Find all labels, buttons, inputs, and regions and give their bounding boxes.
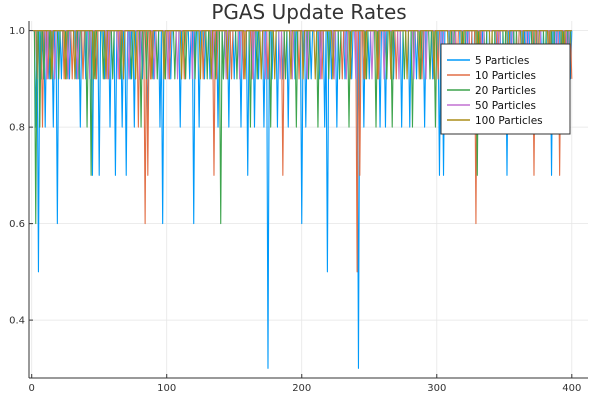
legend-label: 20 Particles [475, 85, 536, 97]
y-tick-label: 0.4 [9, 316, 25, 327]
series-line-5 [33, 30, 572, 80]
y-tick-label: 0.6 [9, 219, 25, 230]
legend-label: 5 Particles [475, 55, 529, 67]
x-tick-label: 400 [562, 383, 581, 394]
chart-title: PGAS Update Rates [211, 0, 406, 24]
x-tick-label: 0 [29, 383, 35, 394]
legend-label: 50 Particles [475, 100, 536, 112]
legend: 5 Particles 10 Particles 20 Particles 50 Pa… [440, 43, 571, 135]
y-tick-label: 0.8 [9, 123, 25, 134]
x-tick-label: 200 [292, 383, 311, 394]
legend-box [440, 43, 571, 135]
axes: 0 100 200 300 400 0.4 0.6 0.8 1.0 [9, 21, 588, 394]
x-tick-label: 300 [427, 383, 446, 394]
legend-label: 10 Particles [475, 70, 536, 82]
y-tick-label: 1.0 [9, 26, 25, 37]
legend-label: 100 Particles [475, 115, 543, 127]
x-tick-label: 100 [157, 383, 176, 394]
